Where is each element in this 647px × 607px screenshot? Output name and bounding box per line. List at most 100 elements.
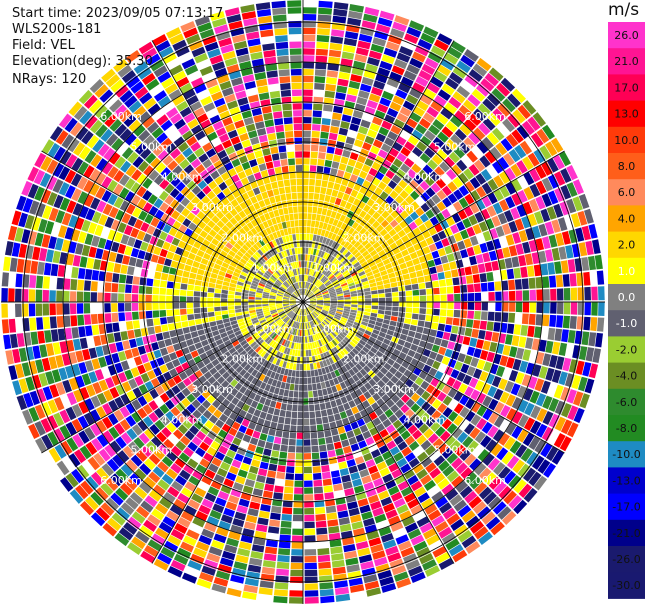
radar-bin	[381, 175, 391, 185]
radar-bin	[531, 252, 540, 265]
radar-bin	[238, 425, 247, 434]
radar-bin	[193, 420, 204, 430]
radar-bin	[352, 478, 363, 487]
radar-bin	[327, 63, 340, 71]
radar-bin	[326, 315, 333, 321]
radar-bin	[189, 425, 200, 436]
radar-bin	[34, 152, 47, 168]
radar-bin	[553, 203, 564, 218]
radar-bin	[482, 395, 493, 408]
radar-bin	[315, 348, 320, 355]
radar-bin	[406, 302, 413, 308]
radar-bin	[277, 320, 284, 327]
radar-bin	[133, 239, 143, 249]
radar-bin	[376, 335, 385, 342]
radar-bin	[431, 515, 445, 527]
radar-bin	[236, 333, 244, 340]
radar-bin	[116, 507, 130, 521]
radar-bin	[463, 238, 473, 248]
radar-bin	[514, 218, 525, 231]
radar-bin	[222, 314, 229, 320]
radar-bin	[194, 318, 202, 325]
radar-bin	[309, 342, 313, 350]
radar-bin	[270, 421, 278, 430]
radar-bin	[498, 466, 511, 480]
radar-bin	[303, 48, 315, 55]
radar-bin	[337, 404, 345, 413]
radar-bin	[349, 350, 357, 358]
radar-bin	[588, 223, 598, 239]
radar-bin	[153, 349, 162, 359]
radar-bin	[540, 327, 549, 340]
radar-bin	[545, 141, 558, 157]
radar-bin	[171, 385, 181, 395]
radar-bin	[112, 454, 125, 468]
radar-bin	[127, 266, 135, 276]
radar-bin	[583, 271, 591, 286]
radar-bin	[414, 332, 422, 340]
radar-bin	[111, 312, 119, 323]
radar-bin	[313, 334, 318, 341]
radar-bin	[190, 246, 199, 255]
radar-bin	[127, 236, 136, 247]
radar-bin	[546, 446, 559, 462]
radar-bin	[23, 392, 34, 408]
radar-bin	[314, 369, 319, 377]
radar-bin	[321, 465, 330, 473]
radar-bin	[79, 387, 90, 400]
radar-bin	[306, 308, 310, 315]
radar-bin	[303, 89, 313, 96]
radar-bin	[317, 299, 324, 302]
radar-bin	[207, 302, 214, 307]
radar-bin	[77, 176, 88, 190]
radar-bin	[70, 173, 83, 187]
radar-bin	[303, 370, 307, 378]
radar-bin	[318, 339, 323, 347]
radar-bin	[257, 468, 268, 477]
radar-bin	[197, 481, 210, 492]
radar-bin	[386, 78, 400, 88]
radar-bin	[273, 334, 279, 341]
radar-bin	[375, 23, 391, 34]
radar-bin	[336, 293, 344, 297]
radar-bin	[65, 185, 76, 199]
radar-bin	[353, 427, 362, 436]
radar-bin	[349, 314, 356, 319]
radar-bin	[121, 147, 134, 160]
radar-bin	[242, 456, 252, 465]
radar-bin	[379, 60, 393, 71]
radar-bin	[154, 209, 165, 220]
radar-bin	[388, 414, 398, 424]
radar-bin	[333, 8, 348, 17]
radar-bin	[528, 436, 541, 450]
radar-bin	[255, 308, 263, 312]
radar-bin	[435, 264, 444, 273]
radar-bin	[341, 314, 349, 319]
radar-bin	[248, 421, 257, 430]
radar-bin	[304, 549, 317, 556]
radar-bin	[97, 303, 104, 313]
radar-bin	[71, 266, 79, 279]
radar-bin	[325, 351, 331, 358]
radar-bin	[515, 302, 523, 313]
radar-bin	[424, 147, 436, 159]
radar-bin	[523, 186, 535, 200]
radar-bin	[242, 255, 250, 262]
radar-bin	[73, 106, 88, 121]
radar-bin	[64, 227, 74, 240]
radar-bin	[315, 376, 321, 383]
radar-bin	[519, 140, 533, 155]
radar-bin	[154, 325, 162, 334]
radar-bin	[333, 316, 341, 321]
radar-bin	[34, 186, 45, 201]
radar-bin	[421, 63, 436, 76]
radar-bin	[376, 224, 384, 233]
radar-bin	[584, 378, 595, 394]
radar-bin	[48, 207, 59, 222]
radar-bin	[303, 34, 316, 42]
radar-bin	[397, 480, 410, 491]
radar-bin	[420, 261, 429, 270]
radar-bin	[464, 193, 475, 205]
radar-bin	[309, 418, 316, 425]
radar-bin	[486, 351, 495, 363]
